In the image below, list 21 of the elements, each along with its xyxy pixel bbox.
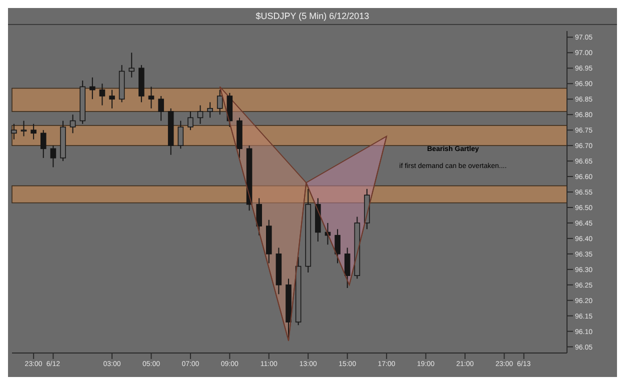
candlestick [70,114,76,134]
candlestick [99,83,106,106]
candlestick [197,104,204,124]
candlestick [256,198,262,236]
candlestick [20,120,27,137]
candlestick [50,145,56,168]
candlestick [334,228,340,264]
candlestick [216,89,223,116]
candlestick [148,86,154,109]
candlestick [90,76,96,100]
candlestick [188,111,194,131]
candlestick [30,123,36,140]
candlestick [158,96,164,122]
candlestick [344,247,350,288]
candlestick [178,120,184,150]
candlestick [109,89,115,109]
candlestick [207,102,213,118]
candlestick [11,123,17,140]
chart-title: $USDJPY (5 Min) 6/12/2013 [8,8,617,25]
candlestick [40,130,46,158]
candlestick [128,52,135,78]
